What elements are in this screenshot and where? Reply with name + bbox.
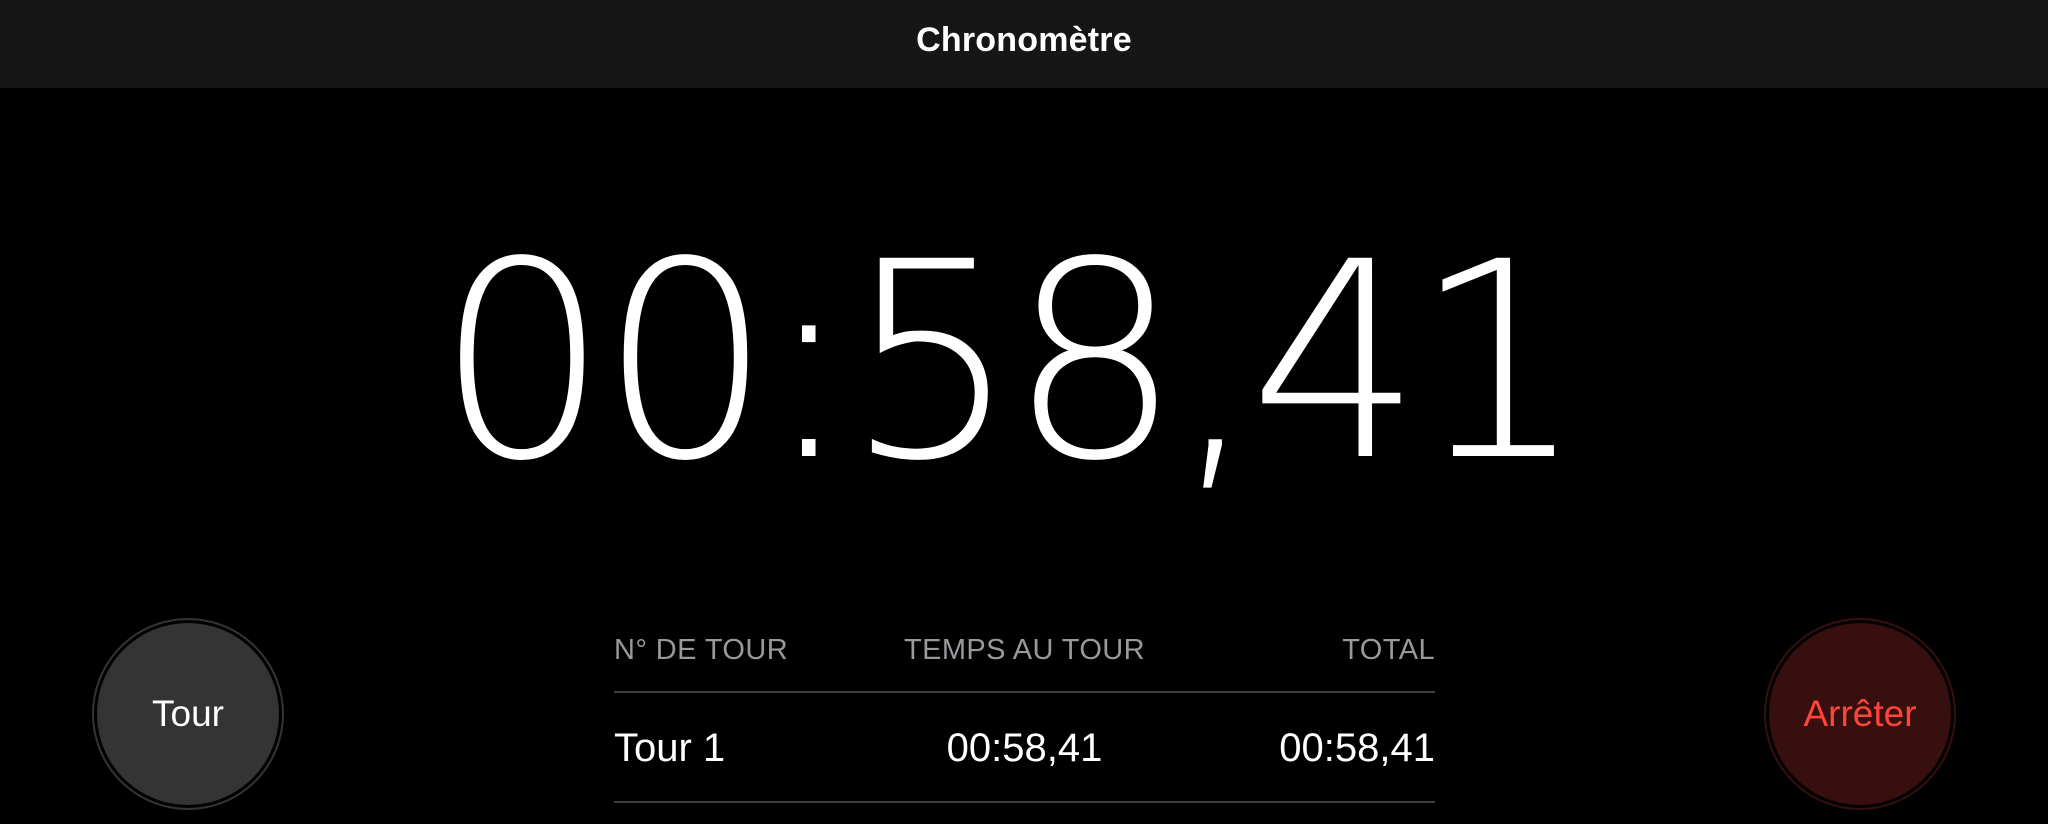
lap-button[interactable]: Tour bbox=[92, 618, 284, 810]
stop-button-fill bbox=[1769, 623, 1951, 805]
stop-button-label: Arrêter bbox=[1803, 693, 1917, 734]
lap-header-lap-time: TEMPS AU TOUR bbox=[903, 633, 1145, 666]
stop-button[interactable]: Arrêter bbox=[1764, 618, 1956, 810]
separator bbox=[614, 801, 1435, 803]
lap-list[interactable]: N° DE TOUR TEMPS AU TOUR TOTAL Tour 1 00… bbox=[614, 628, 1435, 803]
lap-button-label: Tour bbox=[152, 693, 224, 734]
lap-header-total: TOTAL bbox=[1342, 633, 1435, 666]
lap-header-row: N° DE TOUR TEMPS AU TOUR TOTAL bbox=[614, 628, 1435, 672]
lap-row: Tour 1 00:58,41 00:58,41 bbox=[614, 719, 1435, 777]
lap-time: 00:58,41 bbox=[946, 725, 1103, 770]
lap-button-fill bbox=[97, 623, 279, 805]
lap-total: 00:58,41 bbox=[1279, 725, 1435, 770]
titlebar: Chronomètre bbox=[0, 0, 2048, 88]
separator bbox=[614, 691, 1435, 693]
timer-display: 00:58,41 bbox=[435, 205, 1586, 521]
lap-header-number: N° DE TOUR bbox=[614, 633, 789, 666]
lap-number: Tour 1 bbox=[614, 725, 726, 770]
page-title: Chronomètre bbox=[916, 20, 1132, 59]
